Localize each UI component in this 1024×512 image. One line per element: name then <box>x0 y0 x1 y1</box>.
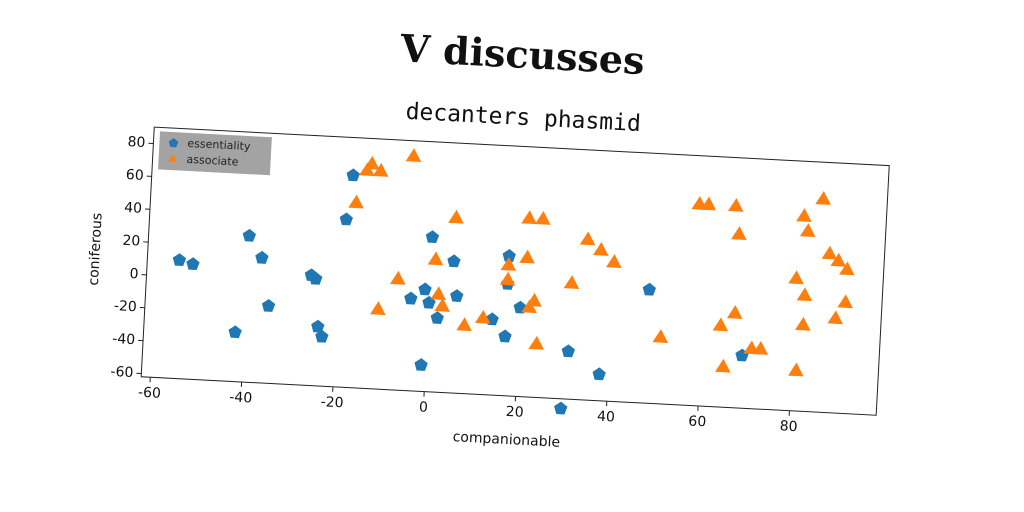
scatter-point <box>796 287 813 302</box>
scatter-point <box>606 254 622 269</box>
scatter-point <box>502 249 516 262</box>
scatter-point <box>363 155 380 170</box>
scatter-point <box>309 271 323 285</box>
x-tick-label: 40 <box>597 409 616 426</box>
scatter-point <box>315 329 329 343</box>
scatter-point <box>752 340 769 355</box>
legend-marker <box>168 154 177 162</box>
scatter-point <box>172 253 187 267</box>
scatter-point <box>521 210 537 225</box>
legend-marker <box>168 138 179 148</box>
scatter-point <box>448 209 464 224</box>
scatter-point <box>839 261 855 276</box>
x-tick-label: -20 <box>320 394 344 411</box>
scatter-point <box>261 299 276 312</box>
scatter-point <box>242 228 256 242</box>
scatter-point <box>339 212 353 226</box>
chart-title: V discusses <box>398 25 645 83</box>
scatter-point <box>652 329 669 343</box>
y-tick-label: 40 <box>124 200 143 217</box>
scatter-point <box>715 358 731 373</box>
scatter-point <box>359 162 375 177</box>
scatter-point <box>500 256 517 271</box>
x-tick-label: -40 <box>229 389 253 406</box>
scatter-point <box>186 257 200 271</box>
scatter-point <box>430 286 447 301</box>
y-tick-label: -20 <box>114 298 138 315</box>
scatter-point <box>528 335 545 350</box>
scatter-point <box>404 291 418 305</box>
scatter-point <box>561 344 575 358</box>
scatter-point <box>447 254 461 268</box>
scatter-point <box>815 191 831 205</box>
scatter-point <box>228 325 242 339</box>
scatter-point <box>311 319 325 333</box>
y-tick-label: -60 <box>110 364 134 381</box>
legend-label: essentiality <box>187 137 251 153</box>
scatter-point <box>474 309 491 324</box>
y-tick-label: 60 <box>125 167 144 184</box>
scatter-point <box>799 223 816 238</box>
legend-label: associate <box>186 153 239 169</box>
scatter-point <box>430 311 444 324</box>
scatter-point <box>370 301 386 316</box>
legend-box <box>158 131 272 176</box>
scatter-point <box>521 299 537 314</box>
plot-frame <box>140 126 890 416</box>
scatter-point <box>535 210 551 225</box>
scatter-point <box>579 231 596 246</box>
scatter-point <box>821 245 838 260</box>
scatter-point <box>434 297 450 312</box>
y-tick-label: 80 <box>127 134 146 151</box>
x-tick-label: 20 <box>505 404 524 421</box>
scatter-point <box>498 329 512 343</box>
scatter-point <box>642 282 657 296</box>
scatter-point <box>456 317 472 332</box>
scatter-point <box>795 316 811 331</box>
scatter-point <box>592 241 609 256</box>
scatter-point <box>405 148 422 163</box>
scatter-point <box>788 362 804 377</box>
scatter-point <box>726 305 743 319</box>
scatter-point <box>425 230 440 244</box>
scatter-point <box>519 249 535 264</box>
chart-group: V discusses decanters phasmid companiona… <box>86 25 890 451</box>
scatter-point <box>837 294 853 309</box>
scatter-point <box>712 317 729 332</box>
scatter-point <box>830 252 846 267</box>
scatter-point <box>427 251 444 266</box>
scatter-point <box>592 367 606 381</box>
scatter-point <box>796 208 812 223</box>
y-tick-label: 0 <box>129 266 139 282</box>
x-axis-label: companionable <box>452 429 560 451</box>
scatter-point <box>731 226 747 241</box>
scatter-point <box>450 289 464 302</box>
scatter-point <box>554 401 568 415</box>
x-tick-label: 80 <box>779 418 798 435</box>
scatter-point <box>348 194 364 209</box>
x-tick-label: 0 <box>419 399 429 415</box>
scatter-point <box>827 310 843 325</box>
scatter-point <box>346 168 360 182</box>
scatter-point <box>700 196 717 211</box>
x-tick-label: 60 <box>688 413 707 430</box>
scatter-point <box>414 358 428 371</box>
scatter-point <box>418 282 432 296</box>
scatter-point <box>563 275 580 289</box>
scatter-point <box>727 197 744 212</box>
scatter-point <box>499 271 516 286</box>
scatter-point <box>389 270 406 285</box>
chart-subtitle: decanters phasmid <box>405 99 641 137</box>
y-axis-label: coniferous <box>86 212 106 285</box>
scatter-point <box>255 250 269 264</box>
scatter-point <box>372 162 389 177</box>
scatter-point <box>526 292 542 307</box>
y-tick-label: -40 <box>112 331 136 348</box>
x-tick-label: -60 <box>138 385 162 402</box>
scatter-point <box>788 270 804 285</box>
y-tick-label: 20 <box>122 233 141 250</box>
